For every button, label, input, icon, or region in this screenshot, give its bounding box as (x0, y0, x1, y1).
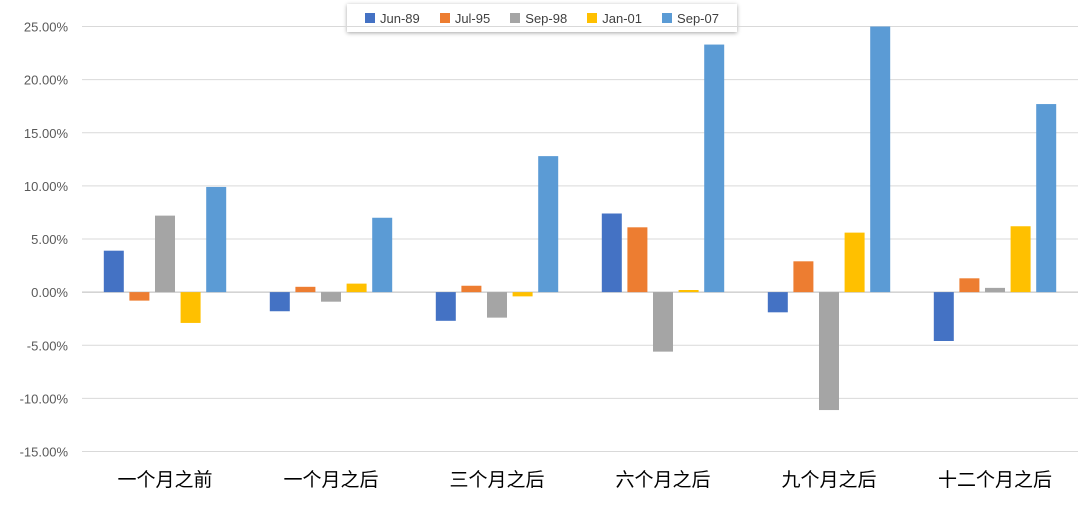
x-axis: 一个月之前 一个月之后 三个月之后 六个月之后 九个月之后 十二个月之后 (117, 469, 1052, 491)
legend-item: Jan-01 (587, 11, 642, 26)
legend-item: Jul-95 (439, 10, 491, 26)
bar (180, 292, 201, 323)
legend-label: Jun-89 (380, 10, 420, 26)
x-tick-label: 六个月之后 (615, 469, 710, 491)
x-tick-label: 九个月之后 (781, 469, 876, 491)
bar (933, 292, 954, 341)
bar (206, 186, 227, 293)
legend-item: Sep-98 (510, 11, 567, 26)
legend-swatch (587, 13, 598, 23)
bar (129, 292, 150, 301)
bar (767, 292, 788, 313)
bar (601, 213, 622, 293)
x-tick-label: 三个月之后 (449, 469, 544, 491)
bar (461, 285, 482, 293)
bar (1010, 226, 1031, 293)
bar (678, 290, 699, 293)
y-tick-label: 15.00% (24, 126, 69, 141)
legend-item: Sep-07 (662, 11, 719, 26)
chart-legend: Jun-89 Jul-95 Sep-98 Jan-01 Sep-07 (347, 4, 737, 32)
bar (269, 292, 290, 312)
x-tick-label: 一个月之前 (117, 469, 212, 491)
y-tick-label: 0.00% (31, 285, 68, 300)
legend-swatch (439, 13, 450, 23)
legend-swatch (365, 13, 376, 23)
legend-label: Jul-95 (454, 10, 491, 26)
legend-label: Sep-98 (525, 10, 568, 26)
bar (435, 292, 456, 321)
bar (653, 292, 673, 352)
legend-label: Jan-01 (602, 10, 642, 26)
y-tick-label: -15.00% (20, 445, 69, 460)
bar (1036, 104, 1057, 293)
bar (704, 44, 725, 293)
bars (103, 26, 1057, 411)
legend-swatch (662, 13, 673, 23)
x-tick-label: 一个月之后 (283, 469, 378, 491)
y-tick-label: 20.00% (24, 73, 69, 88)
bar (295, 286, 316, 293)
legend-swatch (510, 13, 521, 23)
bar (538, 156, 559, 293)
bar (959, 278, 980, 293)
bar (793, 261, 814, 293)
y-tick-label: 5.00% (31, 232, 68, 247)
bar (372, 217, 393, 293)
bar (870, 26, 891, 293)
bar (512, 292, 533, 297)
y-tick-label: 25.00% (24, 20, 69, 35)
y-tick-label: -5.00% (27, 338, 69, 353)
bar (487, 292, 507, 318)
legend-item: Jun-89 (365, 11, 420, 26)
bar (346, 283, 367, 293)
gridlines (82, 26, 1078, 452)
bar (985, 287, 1005, 293)
bar (321, 292, 341, 302)
y-tick-label: -10.00% (20, 391, 69, 406)
y-tick-label: 10.00% (24, 179, 69, 194)
bar (155, 215, 175, 293)
bar (844, 232, 865, 293)
y-axis: 25.00% 20.00% 15.00% 10.00% 5.00% 0.00% -5.00%… (20, 20, 69, 460)
bar (819, 292, 839, 411)
bar (103, 250, 124, 293)
bar (627, 227, 648, 293)
x-tick-label: 十二个月之后 (938, 469, 1052, 491)
legend-label: Sep-07 (677, 10, 719, 26)
